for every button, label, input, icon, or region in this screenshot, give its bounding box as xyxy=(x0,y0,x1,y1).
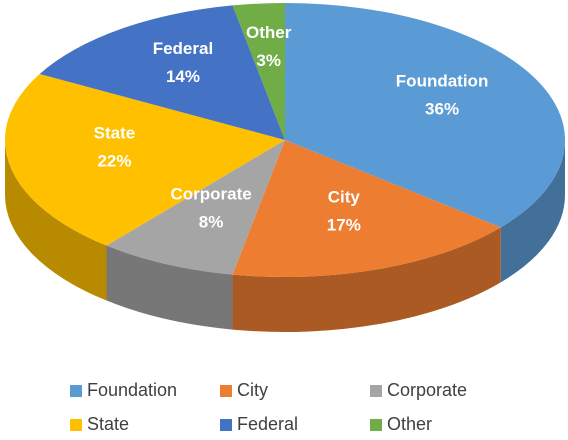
data-label-value: 22% xyxy=(97,151,131,170)
data-label-value: 8% xyxy=(199,212,224,231)
legend-swatch xyxy=(220,419,232,431)
slice xyxy=(232,3,285,140)
legend-label: Foundation xyxy=(87,380,177,400)
legend-swatch xyxy=(370,419,382,431)
legend-swatch xyxy=(370,385,382,397)
legend-swatch xyxy=(220,385,232,397)
slice xyxy=(5,73,286,246)
slice-side xyxy=(500,140,565,283)
data-label-name: City xyxy=(328,187,361,206)
data-label-value: 36% xyxy=(425,99,459,118)
slice xyxy=(232,140,501,278)
data-label-value: 14% xyxy=(166,67,200,86)
data-label-value: 17% xyxy=(327,215,361,234)
data-label-name: Corporate xyxy=(170,184,251,203)
legend-label: Federal xyxy=(237,414,298,434)
legend-swatch xyxy=(70,419,82,431)
legend-swatch xyxy=(70,385,82,397)
slice-side xyxy=(106,245,233,330)
data-label-name: Other xyxy=(246,23,292,42)
slice xyxy=(106,140,285,275)
legend-label: Corporate xyxy=(387,380,467,400)
slice xyxy=(39,5,286,140)
data-label-value: 3% xyxy=(256,51,281,70)
slice-side xyxy=(232,227,501,332)
slice-side xyxy=(5,140,107,301)
legend-label: State xyxy=(87,414,129,434)
data-label-name: Federal xyxy=(153,39,213,58)
data-label-name: State xyxy=(94,123,136,142)
legend-label: City xyxy=(237,380,268,400)
legend-label: Other xyxy=(387,414,432,434)
data-label-name: Foundation xyxy=(396,71,489,90)
slice xyxy=(285,3,565,228)
